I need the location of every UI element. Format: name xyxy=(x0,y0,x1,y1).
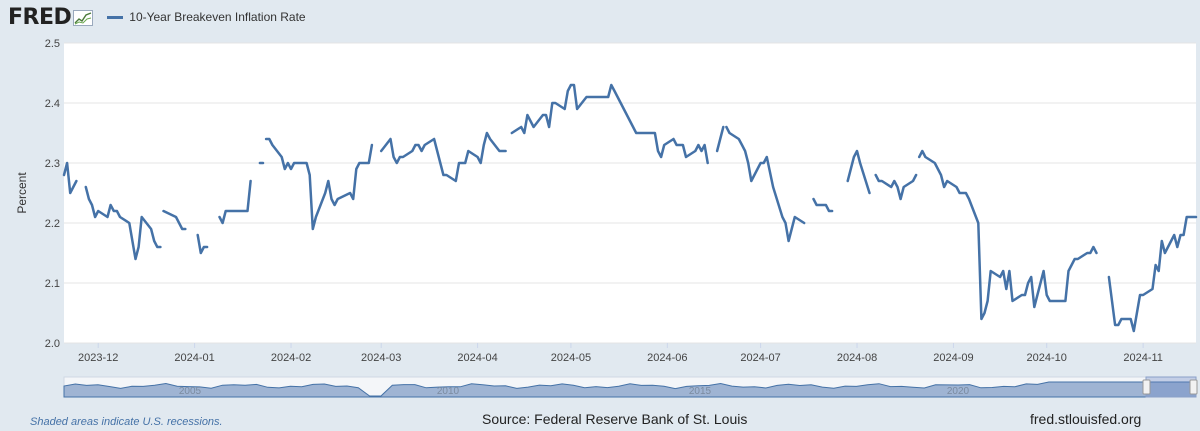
series-line xyxy=(725,125,806,243)
y-tick-label: 2.0 xyxy=(45,338,60,350)
series-line xyxy=(162,209,187,231)
y-tick-label: 2.2 xyxy=(45,218,60,230)
recession-note: Shaded areas indicate U.S. recessions. xyxy=(30,416,223,428)
navigator-selection xyxy=(1145,376,1197,398)
chart-header: FRED 10-Year Breakeven Inflation Rate xyxy=(8,4,306,30)
x-tick-label: 2024-07 xyxy=(740,352,780,364)
fred-logo[interactable]: FRED xyxy=(8,4,72,30)
navigator-handle xyxy=(1142,379,1151,395)
y-tick-label: 2.1 xyxy=(45,278,60,290)
series-line xyxy=(218,179,252,225)
series-line xyxy=(84,185,162,261)
series-line xyxy=(62,161,78,195)
x-tick-label: 2024-03 xyxy=(361,352,401,364)
legend-swatch xyxy=(107,15,124,19)
series-line xyxy=(196,233,209,255)
y-tick-label: 2.3 xyxy=(45,158,60,170)
x-tick-label: 2024-01 xyxy=(174,352,214,364)
series-line xyxy=(917,149,1098,321)
y-axis: 2.0 2.1 2.2 2.3 2.4 2.5 xyxy=(45,38,60,350)
navigator-year-label: 2015 xyxy=(689,386,712,397)
x-tick-label: 2024-08 xyxy=(837,352,877,364)
navigator-handle xyxy=(1189,379,1198,395)
series-10-year-breakeven[interactable] xyxy=(62,83,1198,333)
navigator-area xyxy=(63,381,1197,398)
series-line xyxy=(874,173,918,201)
navigator-year-label: 2005 xyxy=(179,386,202,397)
source-url[interactable]: fred.stlouisfed.org xyxy=(1030,411,1142,427)
series-line xyxy=(264,137,374,231)
series-line xyxy=(510,83,709,165)
y-axis-label: Percent xyxy=(15,172,29,214)
series-line xyxy=(846,149,871,195)
y-tick-label: 2.5 xyxy=(45,38,60,50)
y-tick-label: 2.4 xyxy=(45,98,60,110)
legend[interactable]: 10-Year Breakeven Inflation Rate xyxy=(107,10,306,24)
series-line xyxy=(715,125,725,153)
x-tick-label: 2024-05 xyxy=(551,352,591,364)
x-tick-label: 2024-10 xyxy=(1027,352,1067,364)
navigator-year-label: 2010 xyxy=(437,386,460,397)
series-line xyxy=(379,131,507,183)
chart-line-icon xyxy=(73,10,94,26)
x-tick-label: 2024-02 xyxy=(271,352,311,364)
legend-label: 10-Year Breakeven Inflation Rate xyxy=(129,10,306,24)
x-tick-label: 2024-06 xyxy=(647,352,687,364)
navigator-year-label: 2020 xyxy=(947,386,970,397)
x-tick-label: 2024-11 xyxy=(1123,352,1163,364)
x-tick-label: 2024-09 xyxy=(933,352,973,364)
series-line xyxy=(1107,215,1198,333)
plot-area[interactable] xyxy=(64,43,1196,343)
x-axis: 2023-12 2024-01 2024-02 2024-03 2024-04 2024-… xyxy=(78,343,1163,364)
series-line xyxy=(812,197,834,213)
x-tick-label: 2023-12 xyxy=(78,352,118,364)
navigator[interactable]: 2005 2010 2015 2020 xyxy=(63,376,1198,398)
x-tick-label: 2024-04 xyxy=(457,352,497,364)
source-text: Source: Federal Reserve Bank of St. Loui… xyxy=(482,411,748,427)
